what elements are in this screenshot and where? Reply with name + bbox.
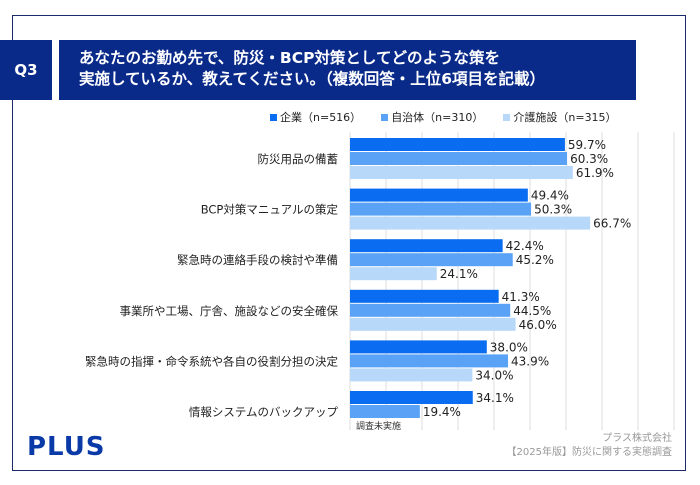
frame: [12, 15, 686, 471]
footer-survey: 【2025年版】防災に関する実態調査: [506, 447, 672, 458]
bar: [350, 188, 528, 202]
legend-item: 企業（n=516）: [270, 109, 361, 125]
data-label: 61.9%: [576, 166, 614, 180]
bar: [350, 354, 509, 368]
legend-swatch: [270, 114, 277, 121]
bar: [350, 340, 487, 354]
bar: [350, 166, 573, 179]
bar: [350, 267, 437, 281]
category-label: 事業所や工場、庁舎、施設などの安全確保: [120, 304, 339, 318]
data-label: 19.4%: [423, 405, 461, 419]
category-label: 緊急時の指揮・命令系統や各自の役割分担の決定: [85, 354, 338, 368]
bar: [350, 202, 532, 216]
logo: PLUS: [27, 432, 106, 462]
legend-swatch: [381, 114, 389, 121]
data-label: 24.1%: [440, 267, 478, 281]
data-label: 44.5%: [513, 304, 551, 318]
legend-label: 自治体（n=310）: [391, 111, 484, 124]
question-label: Q3: [0, 40, 52, 100]
data-label: 49.4%: [531, 189, 569, 203]
data-label: 66.7%: [593, 217, 631, 231]
legend-label: 企業（n=516）: [280, 111, 362, 124]
question-title: あなたのお勤め先で、防災・BCP対策としてどのような策を 実施しているか、教えて…: [59, 40, 636, 100]
bar: [350, 405, 420, 418]
annotation: 調査未実施: [356, 420, 401, 432]
bar: [350, 239, 503, 253]
bar: [350, 289, 499, 303]
data-label: 34.0%: [475, 368, 513, 382]
data-label: 41.3%: [502, 290, 540, 304]
category-label: 防災用品の備蓄: [258, 152, 339, 166]
data-label: 43.9%: [511, 354, 549, 368]
data-label: 50.3%: [534, 203, 572, 217]
bar: [350, 303, 511, 317]
legend-item: 自治体（n=310）: [381, 109, 483, 125]
data-label: 59.7%: [568, 138, 606, 152]
bar: [350, 138, 565, 151]
category-label: 緊急時の連絡手段の検討や準備: [177, 253, 338, 267]
bar: [350, 253, 513, 267]
legend: 企業（n=516） 自治体（n=310） 介護施設（n=315）: [270, 109, 617, 125]
legend-swatch: [503, 114, 511, 121]
legend-label: 介護施設（n=315）: [513, 111, 617, 124]
category-label: 情報システムのバックアップ: [189, 405, 339, 419]
category-label: BCP対策マニュアルの策定: [201, 203, 339, 217]
data-label: 46.0%: [519, 318, 557, 332]
bar: [350, 391, 473, 404]
data-label: 42.4%: [506, 239, 544, 253]
legend-item: 介護施設（n=315）: [503, 109, 617, 125]
bar: [350, 152, 568, 165]
bar: [350, 368, 473, 382]
bar: [350, 317, 516, 331]
data-label: 45.2%: [516, 253, 554, 267]
data-label: 60.3%: [570, 152, 608, 166]
bar: [350, 216, 591, 230]
data-label: 38.0%: [490, 340, 528, 354]
footer: プラス株式会社 【2025年版】防災に関する実態調査: [507, 432, 672, 460]
data-label: 34.1%: [476, 391, 514, 405]
footer-company: プラス株式会社: [602, 433, 672, 444]
